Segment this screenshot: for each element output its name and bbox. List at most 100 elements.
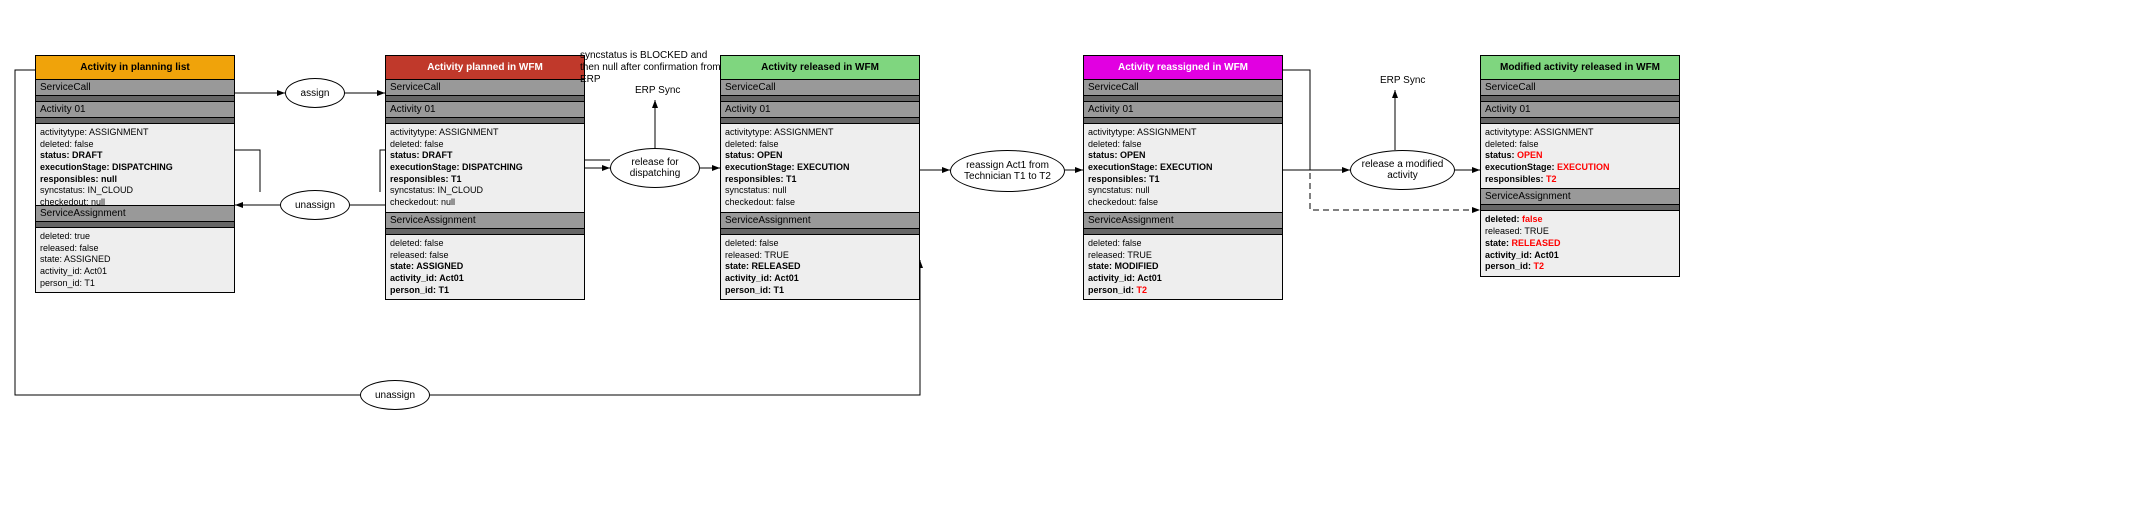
property-row: syncstatus: null <box>725 185 915 197</box>
property-row: activity_id: Act01 <box>1088 273 1278 285</box>
section-body: activitytype: ASSIGNMENTdeleted: falsest… <box>721 124 919 213</box>
property-row: executionStage: DISPATCHING <box>390 162 580 174</box>
property-row: responsibles: T1 <box>390 174 580 186</box>
panel-p1: Activity in planning listServiceCall Acti… <box>35 55 235 213</box>
property-row: activitytype: ASSIGNMENT <box>40 127 230 139</box>
property-row: person_id: T2 <box>1485 261 1675 273</box>
panel-header: Modified activity released in WFM <box>1481 56 1679 80</box>
note: syncstatus is BLOCKED and then null afte… <box>580 50 725 86</box>
section-title: ServiceCall <box>721 80 919 96</box>
section-body: activitytype: ASSIGNMENTdeleted: falsest… <box>1481 124 1679 189</box>
property-row: released: false <box>390 250 580 262</box>
edge-node-unassign2: unassign <box>360 380 430 410</box>
section-title: ServiceAssignment <box>386 213 584 229</box>
section-body: deleted: falsereleased: TRUEstate: RELEA… <box>721 235 919 299</box>
property-row: syncstatus: IN_CLOUD <box>40 185 230 197</box>
property-row: deleted: false <box>1485 139 1675 151</box>
section-title: ServiceAssignment <box>1481 189 1679 205</box>
property-row: responsibles: T1 <box>1088 174 1278 186</box>
property-row: state: MODIFIED <box>1088 261 1278 273</box>
property-row: state: ASSIGNED <box>40 254 230 266</box>
section-title: Activity 01 <box>386 102 584 118</box>
panel-p2: Activity planned in WFMServiceCall Activi… <box>385 55 585 300</box>
property-row: person_id: T1 <box>725 285 915 297</box>
property-row: executionStage: DISPATCHING <box>40 162 230 174</box>
property-row: responsibles: T1 <box>725 174 915 186</box>
section-title: Activity 01 <box>36 102 234 118</box>
edge-node-release: release for dispatching <box>610 148 700 188</box>
property-row: checkedout: false <box>1088 197 1278 209</box>
edge-node-reassign: reassign Act1 from Technician T1 to T2 <box>950 150 1065 192</box>
note: ERP Sync <box>635 85 680 97</box>
panel-p4: Activity reassigned in WFMServiceCall Act… <box>1083 55 1283 300</box>
section-title: ServiceAssignment <box>721 213 919 229</box>
property-row: state: RELEASED <box>1485 238 1675 250</box>
section-title: ServiceCall <box>1084 80 1282 96</box>
section-title: ServiceCall <box>1481 80 1679 96</box>
section-body: activitytype: ASSIGNMENTdeleted: falsest… <box>36 124 234 212</box>
property-row: released: TRUE <box>1088 250 1278 262</box>
panel-p3: Activity released in WFMServiceCall Activ… <box>720 55 920 300</box>
property-row: status: DRAFT <box>40 150 230 162</box>
section-title: Activity 01 <box>1084 102 1282 118</box>
panel-header: Activity in planning list <box>36 56 234 80</box>
property-row: released: TRUE <box>1485 226 1675 238</box>
section-title: ServiceAssignment <box>1084 213 1282 229</box>
property-row: activity_id: Act01 <box>390 273 580 285</box>
section-title: ServiceAssignment <box>36 206 234 222</box>
property-row: responsibles: null <box>40 174 230 186</box>
property-row: activitytype: ASSIGNMENT <box>725 127 915 139</box>
panel-p5: Modified activity released in WFMService… <box>1480 55 1680 277</box>
panel-p1-detached: ServiceAssignment deleted: truereleased: … <box>35 205 235 293</box>
property-row: deleted: false <box>1485 214 1675 226</box>
property-row: syncstatus: IN_CLOUD <box>390 185 580 197</box>
section-body: deleted: falsereleased: TRUEstate: RELEA… <box>1481 211 1679 275</box>
property-row: state: ASSIGNED <box>390 261 580 273</box>
property-row: syncstatus: null <box>1088 185 1278 197</box>
section-title: ServiceCall <box>36 80 234 96</box>
property-row: released: false <box>40 243 230 255</box>
section-body: deleted: falsereleased: falsestate: ASSI… <box>386 235 584 299</box>
property-row: deleted: false <box>390 238 580 250</box>
property-row: person_id: T1 <box>390 285 580 297</box>
property-row: activity_id: Act01 <box>1485 250 1675 262</box>
property-row: released: TRUE <box>725 250 915 262</box>
panel-header: Activity released in WFM <box>721 56 919 80</box>
property-row: activity_id: Act01 <box>40 266 230 278</box>
panel-header: Activity planned in WFM <box>386 56 584 80</box>
property-row: activity_id: Act01 <box>725 273 915 285</box>
edge-node-releasemod: release a modified activity <box>1350 150 1455 190</box>
property-row: status: OPEN <box>725 150 915 162</box>
property-row: status: OPEN <box>1485 150 1675 162</box>
section-body: deleted: truereleased: falsestate: ASSIG… <box>36 228 234 292</box>
property-row: deleted: true <box>40 231 230 243</box>
edge-node-unassign1: unassign <box>280 190 350 220</box>
property-row: person_id: T2 <box>1088 285 1278 297</box>
note: ERP Sync <box>1380 75 1425 87</box>
section-body: deleted: falsereleased: TRUEstate: MODIF… <box>1084 235 1282 299</box>
property-row: status: DRAFT <box>390 150 580 162</box>
property-row: activitytype: ASSIGNMENT <box>1088 127 1278 139</box>
property-row: status: OPEN <box>1088 150 1278 162</box>
property-row: executionStage: EXECUTION <box>725 162 915 174</box>
property-row: person_id: T1 <box>40 278 230 290</box>
section-title: Activity 01 <box>721 102 919 118</box>
property-row: executionStage: EXECUTION <box>1088 162 1278 174</box>
property-row: activitytype: ASSIGNMENT <box>1485 127 1675 139</box>
edge-node-assign: assign <box>285 78 345 108</box>
property-row: state: RELEASED <box>725 261 915 273</box>
section-body: activitytype: ASSIGNMENTdeleted: falsest… <box>386 124 584 213</box>
property-row: deleted: false <box>40 139 230 151</box>
property-row: executionStage: EXECUTION <box>1485 162 1675 174</box>
property-row: checkedout: false <box>725 197 915 209</box>
property-row: responsibles: T2 <box>1485 174 1675 186</box>
section-title: Activity 01 <box>1481 102 1679 118</box>
property-row: deleted: false <box>1088 238 1278 250</box>
property-row: deleted: false <box>725 139 915 151</box>
property-row: deleted: false <box>1088 139 1278 151</box>
panel-header: Activity reassigned in WFM <box>1084 56 1282 80</box>
property-row: activitytype: ASSIGNMENT <box>390 127 580 139</box>
section-title: ServiceCall <box>386 80 584 96</box>
property-row: checkedout: null <box>390 197 580 209</box>
property-row: deleted: false <box>390 139 580 151</box>
